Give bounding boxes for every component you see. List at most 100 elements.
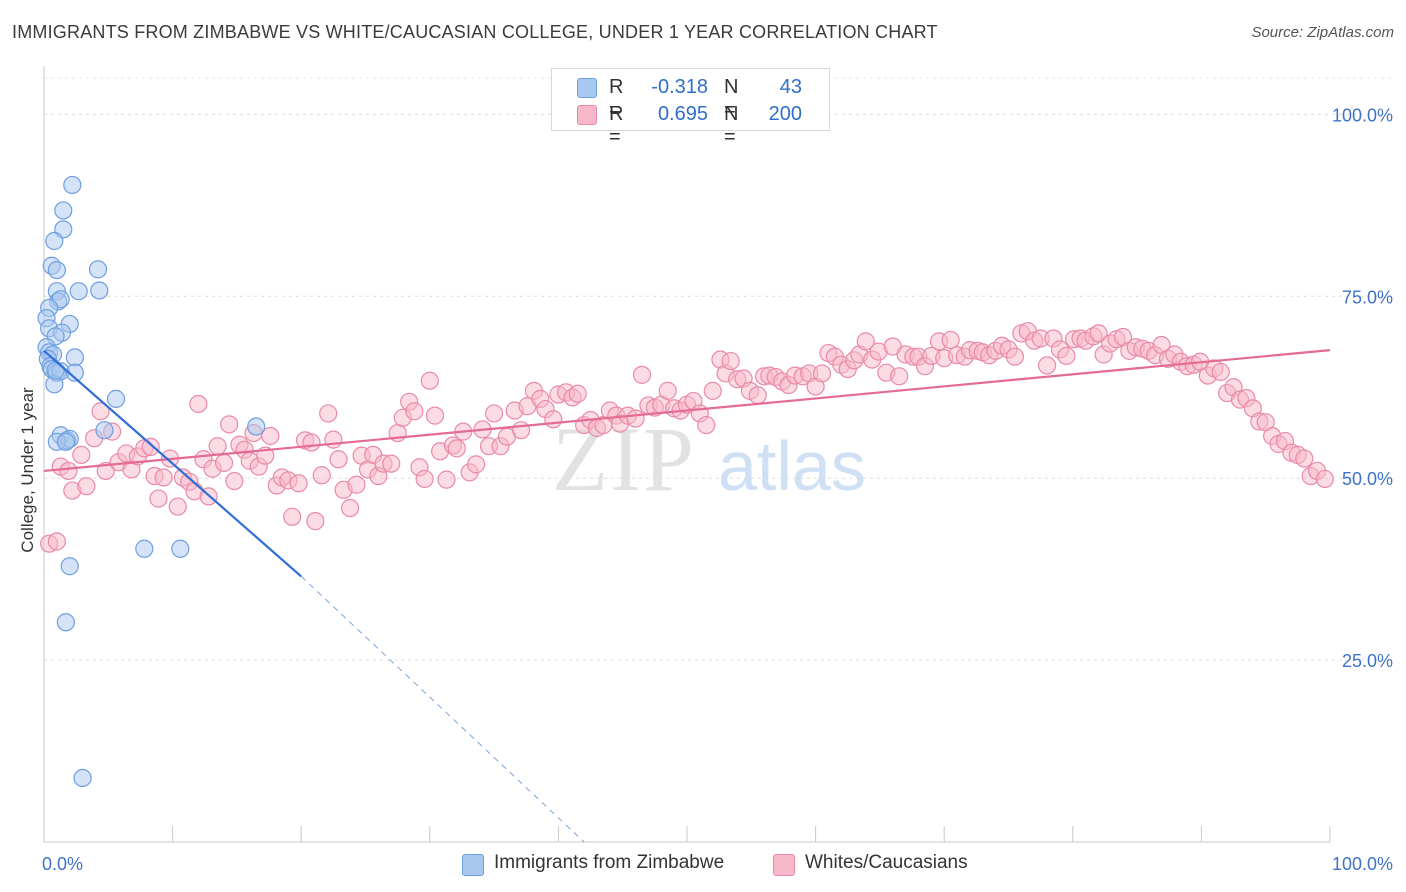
whites-point [1057, 346, 1076, 366]
whites-point [261, 426, 280, 446]
whites-point [748, 386, 767, 405]
whites-point [447, 439, 466, 458]
zimbabwe-point [45, 231, 64, 251]
zimbabwe-point [47, 260, 66, 280]
whites-point [425, 406, 445, 425]
whites-point [721, 351, 740, 371]
whites-point [437, 470, 456, 489]
whites-point [306, 512, 325, 531]
whites-point [568, 384, 587, 403]
whites-trend-line [43, 349, 1331, 473]
zimbabwe-point [60, 557, 79, 576]
zimbabwe-point [106, 389, 126, 408]
whites-point [340, 498, 360, 518]
whites-point [1211, 362, 1230, 382]
whites-point [302, 433, 321, 452]
chart-title: IMMIGRANTS FROM ZIMBABWE VS WHITE/CAUCAS… [12, 22, 938, 42]
whites-point [812, 364, 832, 383]
legend-n-label: N = [724, 76, 739, 121]
y-tick-label: 50.0% [1342, 469, 1393, 489]
whites-point [312, 466, 331, 485]
whites-point [220, 415, 239, 434]
whites-point [59, 461, 78, 481]
whites-point [1005, 347, 1025, 366]
whites-point [658, 381, 677, 400]
whites-point [329, 450, 348, 469]
whites-point [96, 461, 115, 481]
bottom-legend-label: Whites/Caucasians [805, 852, 968, 873]
bottom-legend-label: Immigrants from Zimbabwe [494, 852, 725, 873]
y-tick-label: 25.0% [1342, 651, 1393, 671]
correlation-legend: R = -0.318 N = 43 R = 0.695 N = 200 [551, 68, 830, 148]
whites-point [697, 415, 716, 435]
whites-point [149, 489, 168, 508]
whites-point [512, 421, 531, 440]
zimbabwe-point [88, 260, 108, 279]
whites-point [214, 453, 234, 473]
zimbabwe-point [69, 282, 88, 301]
watermark-atlas: atlas [718, 427, 866, 505]
bottom-legend-swatch-whites [773, 854, 795, 876]
whites-point [319, 404, 338, 423]
zimbabwe-point [56, 613, 75, 632]
whites-point [47, 532, 66, 551]
whites-point [382, 454, 401, 473]
whites-point [225, 472, 244, 491]
whites-point [72, 445, 91, 465]
whites-point [626, 409, 645, 428]
zimbabwe-point [90, 281, 109, 300]
y-axis-label: College, Under 1 year [18, 387, 37, 553]
legend-n-value: 43 [779, 76, 802, 98]
whites-point [466, 455, 486, 474]
legend-n-label: N = [724, 103, 739, 148]
whites-point [154, 468, 173, 487]
whites-point [141, 437, 160, 457]
whites-point [289, 474, 308, 493]
whites-point [544, 410, 563, 429]
whites-point [324, 430, 343, 449]
whites-point [703, 381, 722, 400]
zimbabwe-point [54, 201, 73, 220]
zimbabwe-trend-extension [300, 576, 585, 843]
whites-point [77, 477, 96, 496]
whites-point [1037, 356, 1057, 375]
zimbabwe-point [63, 175, 82, 195]
x-tick-label: 100.0% [1332, 854, 1393, 874]
zimbabwe-point [95, 421, 114, 440]
y-tick-label: 100.0% [1332, 105, 1393, 125]
legend-r-value: -0.318 [651, 76, 708, 98]
whites-point [415, 469, 434, 489]
source-label: Source: ZipAtlas.com [1251, 24, 1394, 41]
whites-point [883, 337, 902, 356]
bottom-legend-swatch-zimbabwe [462, 854, 484, 876]
x-tick-label: 0.0% [42, 854, 83, 874]
zimbabwe-point [56, 432, 75, 451]
zimbabwe-point [65, 348, 84, 367]
whites-point [168, 497, 187, 516]
whites-point [485, 404, 504, 423]
whites-point [405, 402, 424, 421]
zimbabwe-point [247, 417, 266, 436]
whites-point [420, 371, 439, 390]
legend-swatch-whites [577, 105, 597, 125]
legend-r-label: R = [609, 76, 624, 121]
zimbabwe-point [171, 539, 190, 558]
zimbabwe-point [65, 363, 84, 382]
y-tick-label: 75.0% [1342, 287, 1393, 307]
legend-r-label: R = [609, 103, 624, 148]
whites-point [91, 402, 110, 421]
whites-point [1089, 324, 1108, 343]
whites-point [189, 394, 208, 414]
zimbabwe-point [46, 361, 65, 380]
zimbabwe-point [73, 768, 92, 788]
legend-n-value: 200 [768, 103, 802, 125]
zimbabwe-point [135, 539, 154, 558]
whites-point [890, 367, 909, 386]
whites-point [856, 332, 875, 351]
whites-point [1295, 449, 1314, 468]
whites-point [632, 365, 652, 384]
zimbabwe-trend-line [43, 350, 302, 578]
whites-point [347, 475, 366, 494]
whites-point [208, 437, 227, 456]
